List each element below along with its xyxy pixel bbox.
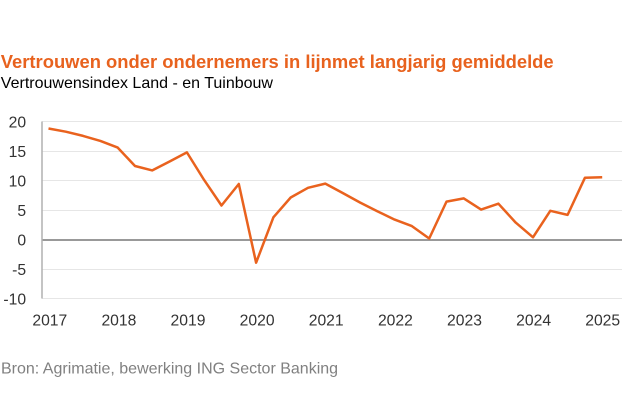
svg-text:2019: 2019	[171, 312, 206, 329]
svg-text:2018: 2018	[101, 312, 136, 329]
svg-text:2020: 2020	[240, 312, 275, 329]
svg-text:2017: 2017	[32, 312, 67, 329]
svg-text:2024: 2024	[516, 312, 551, 329]
svg-text:2022: 2022	[378, 312, 413, 329]
svg-text:5: 5	[17, 203, 26, 220]
svg-text:20: 20	[9, 114, 27, 131]
svg-text:15: 15	[9, 144, 27, 161]
svg-text:-5: -5	[12, 262, 26, 279]
svg-text:Vertrouwensindex Land - en Tui: Vertrouwensindex Land - en Tuinbouw	[1, 75, 274, 92]
svg-text:10: 10	[9, 173, 27, 190]
svg-text:2021: 2021	[309, 312, 344, 329]
svg-text:0: 0	[17, 232, 26, 249]
svg-text:Vertrouwen onder ondernemers i: Vertrouwen onder ondernemers in lijnmet …	[1, 51, 554, 72]
svg-text:2023: 2023	[447, 312, 482, 329]
svg-text:-10: -10	[3, 291, 26, 308]
svg-text:Bron: Agrimatie, bewerking ING: Bron: Agrimatie, bewerking ING Sector Ba…	[1, 361, 338, 378]
svg-text:2025: 2025	[585, 312, 620, 329]
